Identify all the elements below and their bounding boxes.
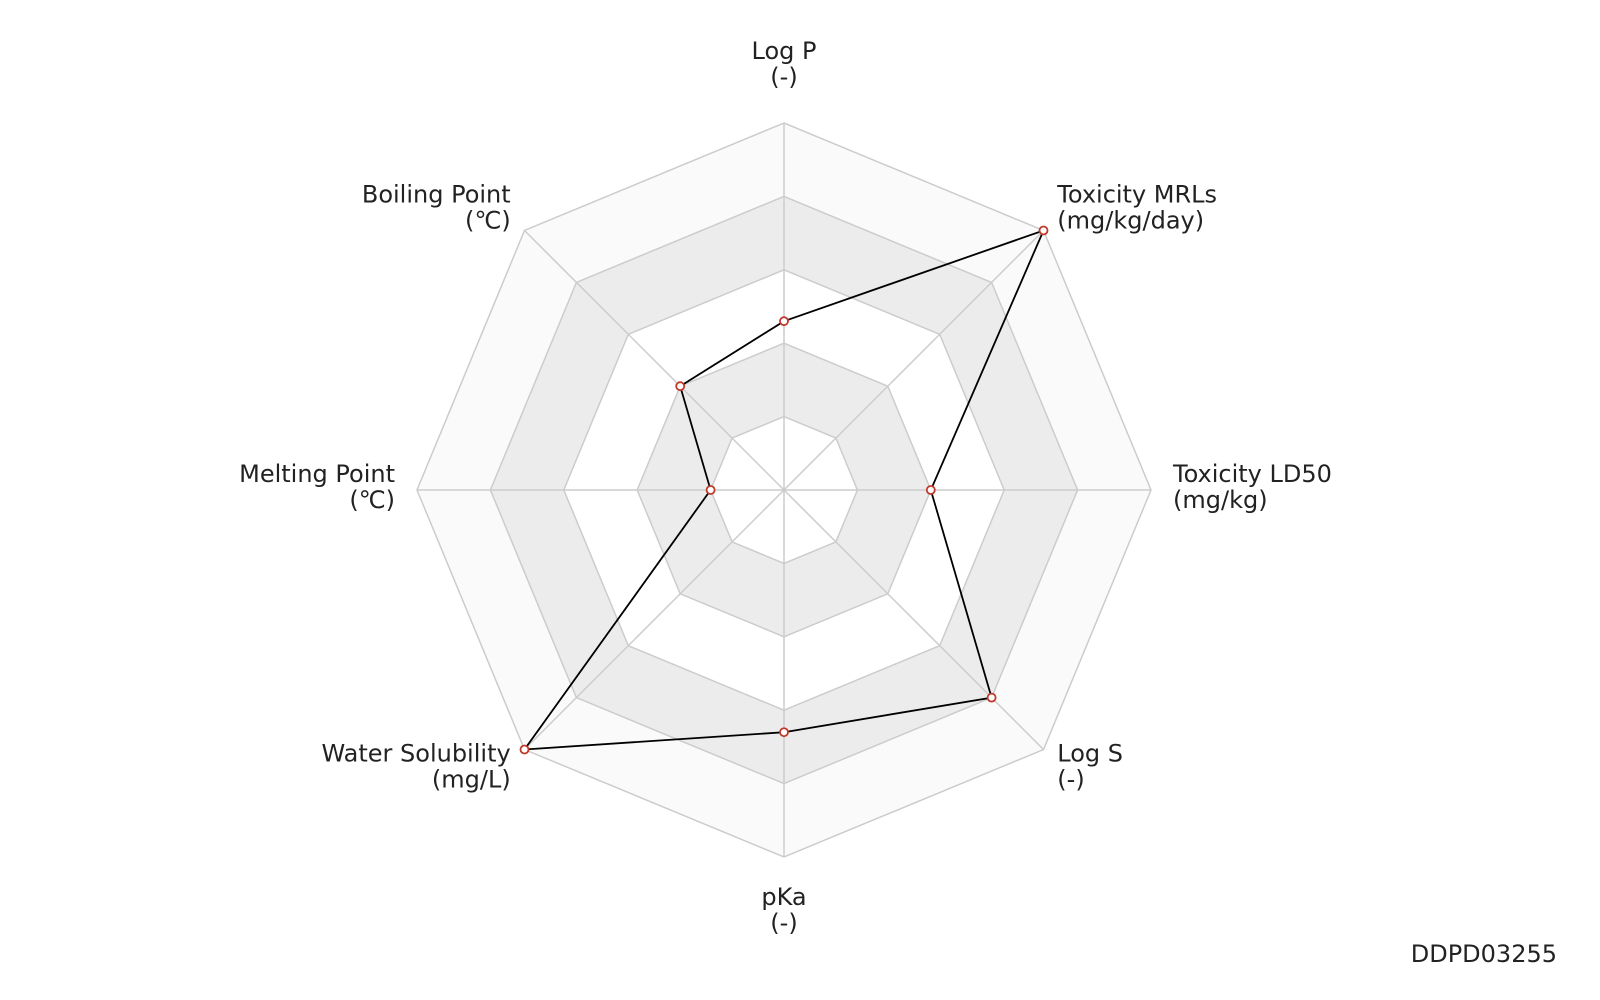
axis-label: Log S [1057,739,1123,767]
data-point [925,485,936,495]
data-point [1038,225,1049,236]
axis-unit: (℃) [465,207,511,235]
axis-label: Toxicity MRLs [1056,181,1217,209]
axis-label: Water Solubility [321,739,510,767]
data-point [779,727,789,738]
axis-unit: (-) [1057,765,1084,793]
data-point [705,485,716,495]
axis-unit: (-) [770,63,797,91]
axis-label: Log P [752,37,817,65]
axis-unit: (-) [770,909,797,937]
axis-unit: (mg/L) [432,765,511,793]
axis-label: Melting Point [239,460,395,488]
spoke [783,229,1045,491]
footnote: DDPD03255 [1411,940,1557,968]
axis-unit: (mg/kg) [1173,486,1268,514]
axis-label: Boiling Point [362,181,511,209]
spoke [523,489,785,751]
axis-label: pKa [761,883,806,911]
spoke [523,229,785,491]
spoke [783,489,1045,751]
data-point [986,692,997,703]
axis-unit: (mg/kg/day) [1057,207,1204,235]
axis-label: Toxicity LD50 [1172,460,1332,488]
data-point [779,316,789,327]
axis-unit: (℃) [349,486,395,514]
data-point [519,744,530,755]
data-point [675,381,686,392]
